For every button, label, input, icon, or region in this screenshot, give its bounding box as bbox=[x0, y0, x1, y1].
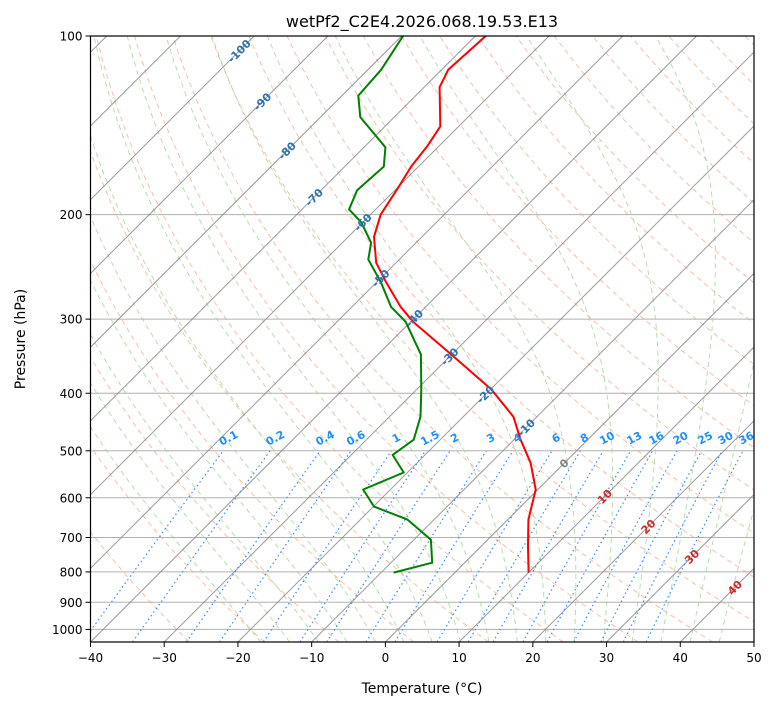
dry-adiabat bbox=[516, 36, 775, 642]
isotherm bbox=[533, 36, 775, 642]
moist-adiabat bbox=[212, 36, 517, 642]
y-tick-label: 1000 bbox=[52, 623, 83, 637]
dry-adiabat bbox=[58, 36, 488, 642]
dry-adiabat bbox=[287, 36, 775, 642]
isotherm bbox=[91, 36, 697, 642]
y-tick-label: 800 bbox=[60, 565, 83, 579]
mixing-ratio-line bbox=[395, 451, 513, 642]
moist-adiabat bbox=[719, 36, 775, 642]
mixing-ratio-label: 3 bbox=[484, 431, 497, 446]
x-tick-label: 0 bbox=[382, 651, 390, 665]
dry-adiabat bbox=[440, 36, 775, 642]
dry-adiabat bbox=[0, 36, 339, 642]
mixing-ratio-label: 0.6 bbox=[344, 428, 368, 449]
x-tick-label: −10 bbox=[299, 651, 324, 665]
mixing-ratio-label: 16 bbox=[647, 429, 667, 448]
mixing-ratio-label: 1 bbox=[390, 431, 403, 446]
y-tick-label: 100 bbox=[60, 30, 83, 44]
isotherm bbox=[17, 36, 623, 642]
chart-title: wetPf2_C2E4.2026.068.19.53.E13 bbox=[286, 12, 558, 32]
mixing-ratio-label: 30 bbox=[716, 429, 736, 448]
mixing-ratio-label: 25 bbox=[695, 429, 715, 448]
background-lines bbox=[0, 36, 775, 642]
mixing-ratio-line bbox=[523, 451, 631, 642]
x-tick-label: 30 bbox=[599, 651, 614, 665]
y-tick-label: 700 bbox=[60, 531, 83, 545]
dry-adiabat bbox=[363, 36, 775, 642]
y-axis: 100 200 300 400 500 600 700 800 900 1000 bbox=[52, 30, 91, 637]
moist-adiabat bbox=[0, 36, 319, 642]
mixing-ratio-line bbox=[547, 451, 653, 642]
profile-lines bbox=[349, 36, 536, 573]
x-tick-label: 10 bbox=[451, 651, 466, 665]
mixing-ratio-line bbox=[574, 451, 677, 642]
y-tick-label: 900 bbox=[60, 596, 83, 610]
x-tick-label: 50 bbox=[746, 651, 761, 665]
isotherm bbox=[312, 36, 775, 642]
mixing-ratio-label: 6 bbox=[550, 431, 563, 446]
mixing-ratio-line bbox=[601, 451, 702, 642]
x-axis-label: Temperature (°C) bbox=[361, 681, 483, 697]
dry-adiabat bbox=[0, 36, 264, 642]
isotherm bbox=[385, 36, 775, 642]
y-axis-label: Pressure (hPa) bbox=[13, 289, 29, 389]
moist-adiabat bbox=[65, 36, 404, 642]
isotherm-label: -90 bbox=[251, 90, 274, 113]
x-tick-label: −40 bbox=[78, 651, 103, 665]
dry-adiabat bbox=[20, 36, 414, 642]
isotherm-label: -100 bbox=[225, 37, 254, 66]
mixing-ratio-label: 0.1 bbox=[217, 428, 240, 449]
dry-adiabat bbox=[173, 36, 713, 642]
x-tick-label: −20 bbox=[225, 651, 250, 665]
moist-adiabat bbox=[656, 36, 716, 642]
isotherm bbox=[0, 36, 402, 642]
dewpoint-line bbox=[349, 36, 432, 573]
y-tick-label: 200 bbox=[60, 208, 83, 222]
temperature-line bbox=[374, 36, 536, 573]
mixing-ratio-line bbox=[133, 451, 271, 642]
mixing-ratio-line bbox=[82, 451, 223, 642]
mixing-ratio-label: 13 bbox=[625, 429, 645, 448]
y-tick-label: 600 bbox=[60, 491, 83, 505]
isotherm bbox=[459, 36, 775, 642]
moist-adiabat bbox=[420, 36, 613, 642]
mixing-ratio-label: 0.2 bbox=[264, 428, 287, 449]
x-tick-label: 40 bbox=[673, 651, 688, 665]
mixing-ratio-label: 1.5 bbox=[418, 428, 441, 449]
dry-adiabat bbox=[745, 36, 775, 642]
y-tick-label: 500 bbox=[60, 444, 83, 458]
dry-adiabat bbox=[96, 36, 563, 642]
mixing-ratio-label: 10 bbox=[597, 429, 617, 448]
isotherm-label: -80 bbox=[276, 139, 299, 162]
moist-adiabat bbox=[39, 36, 375, 642]
dry-adiabat bbox=[135, 36, 639, 642]
y-tick-label: 400 bbox=[60, 387, 83, 401]
x-tick-label: −30 bbox=[152, 651, 177, 665]
moist-adiabat bbox=[0, 36, 261, 642]
dry-adiabat bbox=[707, 36, 775, 642]
dry-adiabat bbox=[554, 36, 775, 642]
x-tick-label: 20 bbox=[525, 651, 540, 665]
dry-adiabat bbox=[592, 36, 775, 642]
mixing-ratio-label: 20 bbox=[671, 429, 691, 448]
y-tick-label: 300 bbox=[60, 313, 83, 327]
mixing-ratio-line bbox=[263, 451, 391, 642]
dry-adiabat bbox=[478, 36, 775, 642]
moist-adiabat bbox=[94, 36, 432, 642]
mixing-ratio-line bbox=[646, 451, 743, 642]
moist-adiabat bbox=[690, 36, 775, 642]
mixing-ratio-label: 2 bbox=[448, 431, 461, 446]
isotherm bbox=[754, 36, 775, 642]
isotherm bbox=[164, 36, 770, 642]
x-axis: −40 −30 −20 −10 0 10 20 30 40 50 bbox=[78, 642, 762, 665]
